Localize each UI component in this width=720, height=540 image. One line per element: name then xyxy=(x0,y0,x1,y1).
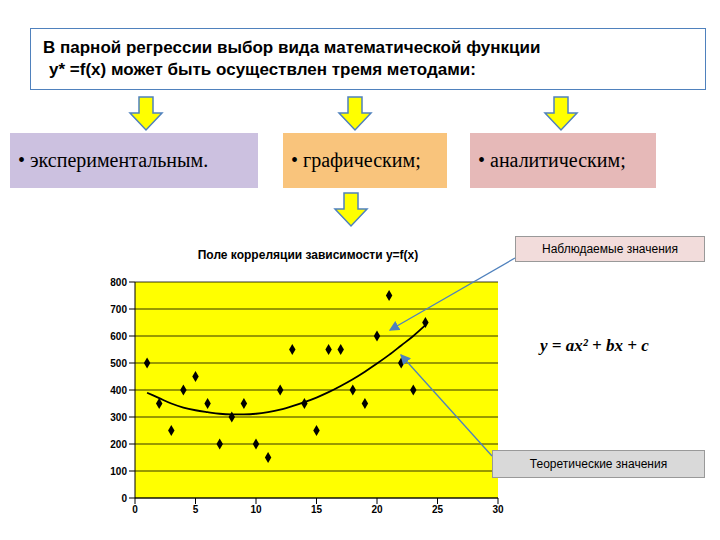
svg-text:800: 800 xyxy=(110,277,127,288)
svg-text:25: 25 xyxy=(432,504,444,515)
svg-text:600: 600 xyxy=(110,331,127,342)
svg-text:200: 200 xyxy=(110,439,127,450)
html-text:• аналитическим;: • аналитическим; xyxy=(478,149,626,171)
svg-text:0: 0 xyxy=(132,504,138,515)
svg-text:500: 500 xyxy=(110,358,127,369)
html-text:• графическим;: • графическим; xyxy=(291,149,421,171)
html-text:Наблюдаемые значения: Наблюдаемые значения xyxy=(542,242,678,256)
html-text:Теоретические значения: Теоретические значения xyxy=(529,457,668,471)
svg-text:400: 400 xyxy=(110,385,127,396)
svg-text:100: 100 xyxy=(110,466,127,477)
svg-text:20: 20 xyxy=(371,504,383,515)
svg-text:0: 0 xyxy=(121,493,127,504)
svg-text:300: 300 xyxy=(110,412,127,423)
svg-text:30: 30 xyxy=(492,504,504,515)
html-text:y* =f(x) может быть осуществле: y* =f(x) может быть осуществлен тремя ме… xyxy=(49,60,476,79)
html-text:y = ax² + bx + c: y = ax² + bx + c xyxy=(540,336,649,355)
html-text:В парной регрессии выбор вида: В парной регрессии выбор вида математиче… xyxy=(43,38,541,57)
svg-text:10: 10 xyxy=(250,504,262,515)
html-text:Поле корреляции зависимости y=: Поле корреляции зависимости y=f(x) xyxy=(197,248,419,262)
svg-text:15: 15 xyxy=(311,504,323,515)
svg-text:5: 5 xyxy=(193,504,199,515)
svg-text:700: 700 xyxy=(110,304,127,315)
html-text:• экспериментальным.: • экспериментальным. xyxy=(18,149,209,171)
